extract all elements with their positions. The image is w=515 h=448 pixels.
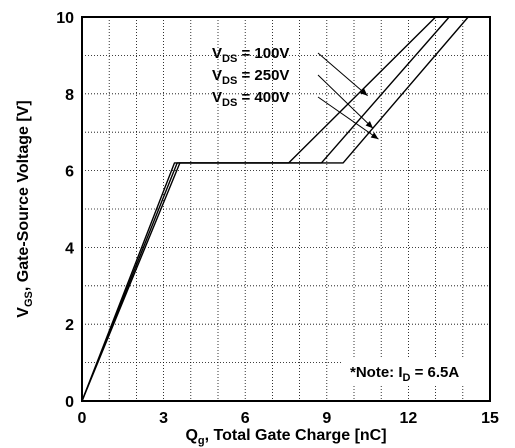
legend-arrow-1 [317,52,368,97]
legend-arrow-3 [317,96,379,140]
y-tick-label: 8 [65,87,74,104]
y-tick-label: 6 [65,164,74,181]
y-axis-label-rest: , Gate-Source Voltage [V] [15,100,32,291]
note-prefix: *Note: I [350,364,403,381]
legend-arrows [317,52,379,140]
legend-arrowhead-2 [365,120,374,129]
y-tick-label: 0 [65,394,74,411]
x-tick-label: 15 [481,410,499,427]
plot-frame [81,16,491,402]
x-tick-label: 12 [400,410,418,427]
x-axis-label-main: Q [185,427,197,444]
y-axis-label: VGS, Gate-Source Voltage [V] [15,100,35,317]
legend-arrowhead-3 [370,132,379,140]
legend-label-2: VDS = 250V [212,67,289,87]
x-axis-label-rest: , Total Gate Charge [nC] [205,427,387,444]
series-line-3 [81,16,469,402]
x-tick-label: 3 [159,410,168,427]
x-tick-label: 6 [241,410,250,427]
y-tick-labels: 0 2 4 6 8 10 [56,10,74,411]
legend-arrow-2 [317,74,374,129]
x-axis-label: Qg, Total Gate Charge [nC] [185,427,386,447]
grid-lines [82,17,490,401]
y-axis-label-main: V [15,307,32,318]
y-tick-label: 2 [65,317,74,334]
y-tick-label: 4 [65,240,74,257]
y-tick-label: 10 [56,10,74,27]
legend-label-3: VDS = 400V [212,89,289,109]
series-lines [81,16,469,402]
x-tick-label: 9 [322,410,331,427]
note-sub: D [403,372,411,384]
y-axis-label-sub: GS [23,291,35,307]
x-tick-label: 0 [78,410,87,427]
note-text: *Note: ID = 6.5A [350,364,459,384]
note-rest: = 6.5A [410,364,459,381]
legend-label-1: VDS = 100V [212,45,289,65]
x-axis-label-sub: g [198,435,205,447]
x-tick-labels: 0 3 6 9 12 15 [78,410,499,427]
legend-arrowhead-1 [359,88,368,96]
note-background [343,358,488,384]
